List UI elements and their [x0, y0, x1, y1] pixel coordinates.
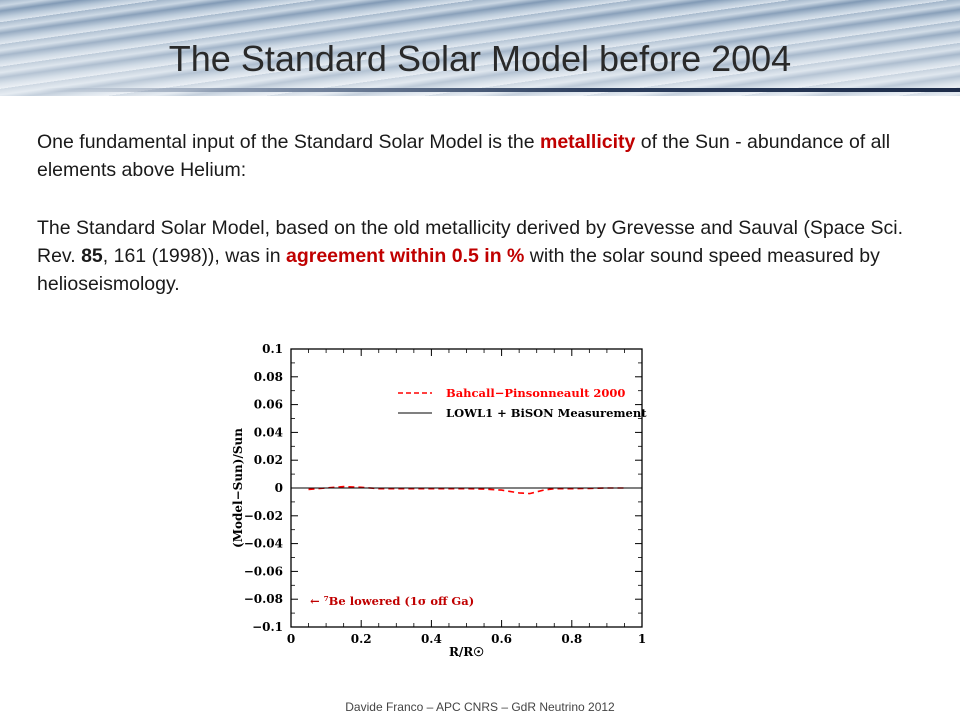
agreement-highlight: agreement within 0.5 in % — [285, 245, 525, 267]
paragraph1-text-b: of the Sun - abundance of all elements a… — [37, 131, 891, 181]
y-tick-label: 0.02 — [254, 453, 283, 467]
paragraph2-text-a: The Standard Solar Model, based on the o… — [37, 217, 904, 267]
x-tick-label: 1 — [638, 632, 646, 646]
header-background — [0, 0, 960, 96]
x-tick-label: 0.8 — [561, 632, 582, 646]
y-tick-label: 0.08 — [254, 370, 283, 384]
y-tick-label: −0.02 — [244, 509, 283, 523]
y-tick-label: −0.1 — [252, 620, 283, 634]
title-underline — [40, 88, 960, 92]
x-tick-label: 0.2 — [351, 632, 372, 646]
paragraph-metallicity: One fundamental input of the Standard So… — [37, 128, 917, 184]
slide-title: The Standard Solar Model before 2004 — [168, 38, 792, 79]
paragraph-agreement: The Standard Solar Model, based on the o… — [37, 214, 917, 298]
sound-speed-chart: 0 0.2 0.4 0.6 0.8 1 0.1 0.08 0.06 0.04 0.02 0 −0.02 −… — [231, 342, 647, 659]
paragraph1-text-a: One fundamental input of the Standard So… — [37, 131, 540, 153]
volume-number: 85 — [81, 245, 103, 267]
y-tick-label: 0.06 — [254, 398, 283, 412]
y-tick-label: −0.04 — [244, 537, 283, 551]
y-tick-label: 0.1 — [262, 342, 283, 356]
x-tick-label: 0.4 — [421, 632, 442, 646]
x-tick-label: 0 — [287, 632, 295, 646]
y-tick-label: −0.08 — [244, 592, 283, 606]
y-tick-label: −0.06 — [244, 564, 283, 578]
x-tick-label: 0.6 — [491, 632, 512, 646]
slide-footer: Davide Franco – APC CNRS – GdR Neutrino … — [345, 700, 615, 714]
y-axis-label: (Model−Sun)/Sun — [231, 428, 245, 548]
axis-ticks: 0 0.2 0.4 0.6 0.8 1 0.1 0.08 0.06 0.04 0.02 0 −0.02 −… — [244, 342, 646, 646]
paragraph2-text-b: , 161 (1998)), was in — [102, 245, 286, 267]
legend-label-1: LOWL1 + BiSON Measurement — [446, 406, 647, 420]
y-tick-label: 0 — [275, 481, 283, 495]
legend-label-0: Bahcall−Pinsonneault 2000 — [446, 386, 625, 400]
chart-legend: Bahcall−Pinsonneault 2000 LOWL1 + BiSON M… — [398, 386, 647, 420]
chart-series — [291, 485, 642, 495]
be7-annotation: ← ⁷Be lowered (1σ off Ga) — [310, 594, 474, 608]
x-axis-label: R/R☉ — [449, 645, 484, 659]
sound-speed-figure: 0 0.2 0.4 0.6 0.8 1 0.1 0.08 0.06 0.04 0.02 0 −0.02 −… — [226, 335, 656, 670]
y-tick-label: 0.04 — [254, 425, 283, 439]
paragraph2-text-c: with the solar sound speed measured by h… — [37, 245, 880, 295]
metallicity-highlight: metallicity — [539, 131, 636, 153]
